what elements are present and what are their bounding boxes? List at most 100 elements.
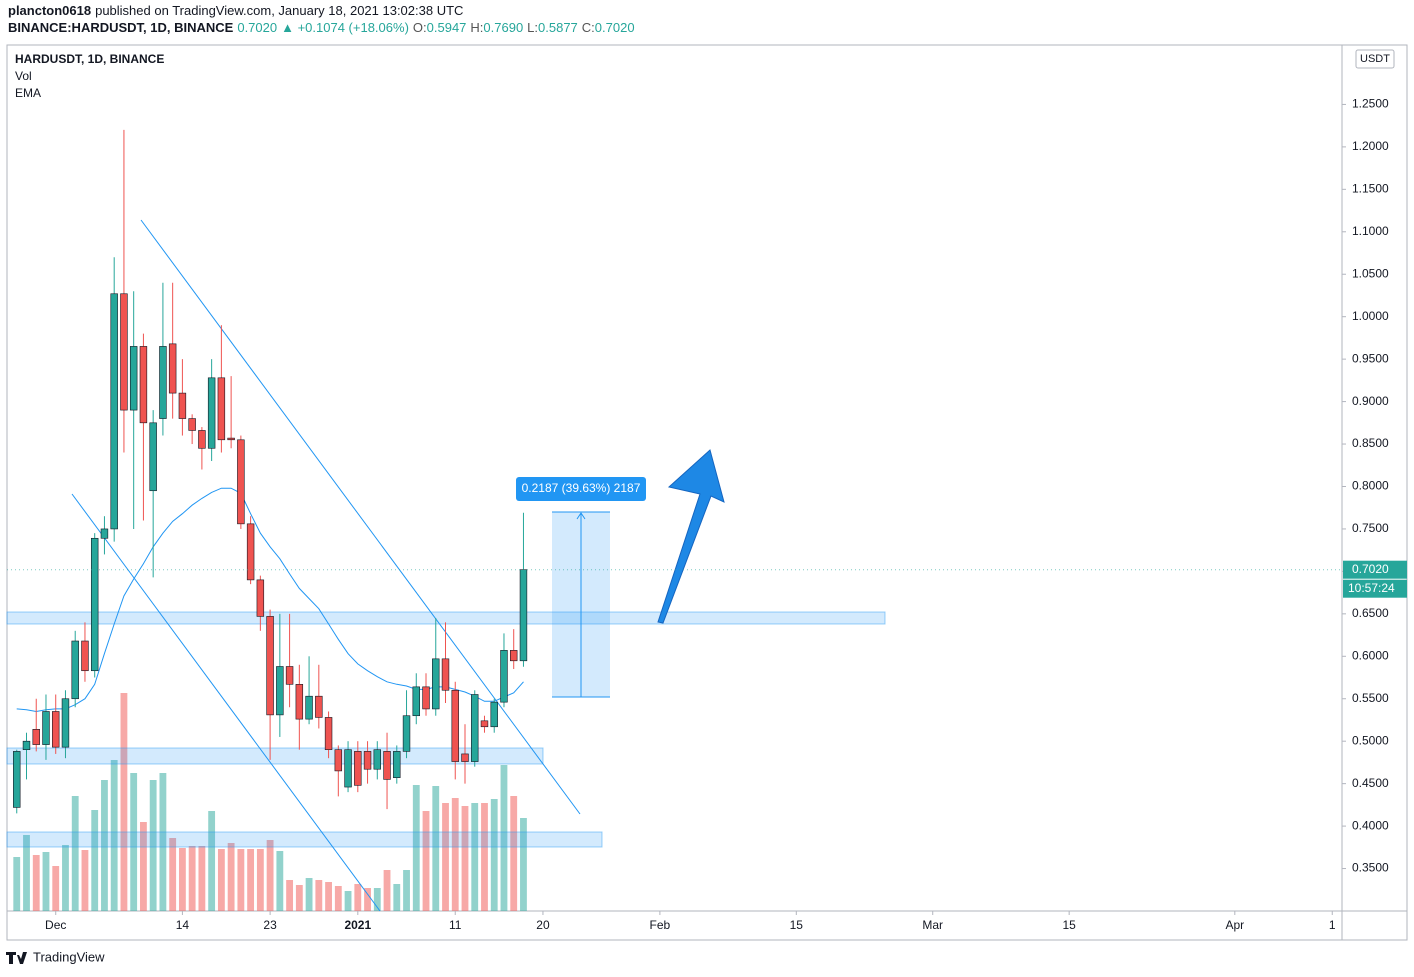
candle-body <box>61 698 70 748</box>
candle-body <box>110 293 118 530</box>
volume-bar <box>393 884 401 911</box>
candle-body <box>149 422 157 492</box>
candle-body <box>13 751 21 808</box>
published: published on TradingView.com, January 18… <box>95 3 463 18</box>
measure-label-box <box>516 477 646 501</box>
volume-bar <box>305 878 313 911</box>
big-arrow <box>657 449 725 624</box>
candle-body <box>519 569 528 662</box>
ohlc-label: O: <box>413 20 427 35</box>
candle-body <box>237 439 245 525</box>
legend-vol: Vol <box>15 69 32 83</box>
footer-logo: TradingView <box>6 949 105 964</box>
ohlc-value: 0.5947 <box>427 20 467 35</box>
candle-body <box>295 684 304 720</box>
x-tick-label: 15 <box>790 918 804 932</box>
candle-body <box>402 715 411 752</box>
x-tick-label: 2021 <box>344 918 371 932</box>
candle-body <box>441 658 450 691</box>
y-tick-label: 1.0500 <box>1352 266 1389 280</box>
y-tick-label: 0.6500 <box>1352 606 1389 620</box>
volume-bar <box>412 785 420 911</box>
volume-bar <box>13 857 21 911</box>
candle-body <box>510 650 518 662</box>
volume-bar <box>520 818 527 911</box>
volume-bar <box>71 796 79 911</box>
countdown: 10:57:24 <box>1348 581 1395 595</box>
ohlc-value: 0.5877 <box>538 20 578 35</box>
candle-body <box>471 694 479 762</box>
countdown-badge <box>1343 579 1407 598</box>
volume-bar <box>62 845 69 911</box>
volume-bar <box>510 796 518 911</box>
ohlc-label: L: <box>527 20 538 35</box>
candle-layer <box>13 129 528 814</box>
ohlc-value: 0.7020 <box>595 20 635 35</box>
candle-body <box>451 689 459 762</box>
candle-body <box>500 650 508 703</box>
candle-body <box>32 729 40 745</box>
volume-bar <box>286 880 294 911</box>
x-tick-label: Apr <box>1225 918 1244 932</box>
frame <box>6 44 1408 941</box>
volume-bar <box>442 803 449 911</box>
volume-bar <box>276 851 284 911</box>
candle-body <box>256 579 265 617</box>
candle-body <box>373 749 382 770</box>
x-tick-label: Mar <box>922 918 943 932</box>
currency-badge <box>1355 49 1395 69</box>
candle-body <box>217 377 226 441</box>
candle-body <box>178 392 187 419</box>
y-tick-label: 1.2500 <box>1352 97 1389 111</box>
volume-bar <box>295 885 303 911</box>
zone <box>6 831 603 848</box>
x-tick-label: 20 <box>536 918 550 932</box>
volume-bar <box>334 886 342 911</box>
volume-bar <box>23 835 30 911</box>
volume-bar <box>159 773 167 911</box>
volume-bar <box>188 846 196 911</box>
candle-body <box>354 751 362 786</box>
y-tick-label: 0.6000 <box>1352 648 1389 662</box>
y-tick-label: 0.9500 <box>1352 351 1389 365</box>
x-tick-label: Feb <box>650 918 671 932</box>
volume-bar <box>217 849 225 911</box>
measure-label: 0.2187 (39.63%) 2187 <box>522 481 641 495</box>
measure-arrowhead <box>576 512 586 520</box>
candle-body <box>480 720 489 728</box>
volume-bar <box>344 891 352 911</box>
volume-bar <box>383 870 391 911</box>
volume-bar <box>237 849 245 911</box>
y-tick-label: 0.9000 <box>1352 394 1389 408</box>
volume-bar <box>490 799 498 911</box>
candle-body <box>412 686 420 717</box>
y-tick-label: 1.1000 <box>1352 224 1389 238</box>
volume-layer <box>13 693 527 911</box>
x-tick-label: 15 <box>1062 918 1076 932</box>
candle-body <box>246 523 255 581</box>
y-tick-label: 0.3500 <box>1352 861 1389 875</box>
candle-body <box>383 751 391 780</box>
volume-bar <box>110 760 118 911</box>
volume-bar <box>354 884 362 911</box>
candle-body <box>81 640 89 672</box>
volume-bar <box>208 811 216 911</box>
x-tick-label: 14 <box>176 918 190 932</box>
candle-body <box>422 686 430 710</box>
candle-body <box>159 346 167 419</box>
ohlc-label: H: <box>470 20 483 35</box>
volume-bar <box>315 880 323 911</box>
volume-bar <box>432 786 440 911</box>
volume-bar <box>101 780 108 911</box>
volume-bar <box>403 870 410 911</box>
volume-bar <box>120 693 128 911</box>
x-tick-label: 23 <box>263 918 277 932</box>
legend-symbol: HARDUSDT, 1D, BINANCE <box>15 52 164 66</box>
y-tick-label: 0.8000 <box>1352 479 1389 493</box>
legend-ema: EMA <box>15 86 41 100</box>
volume-bar <box>130 773 138 911</box>
y-tick-label: 0.8500 <box>1352 436 1389 450</box>
candle-body <box>285 666 294 685</box>
